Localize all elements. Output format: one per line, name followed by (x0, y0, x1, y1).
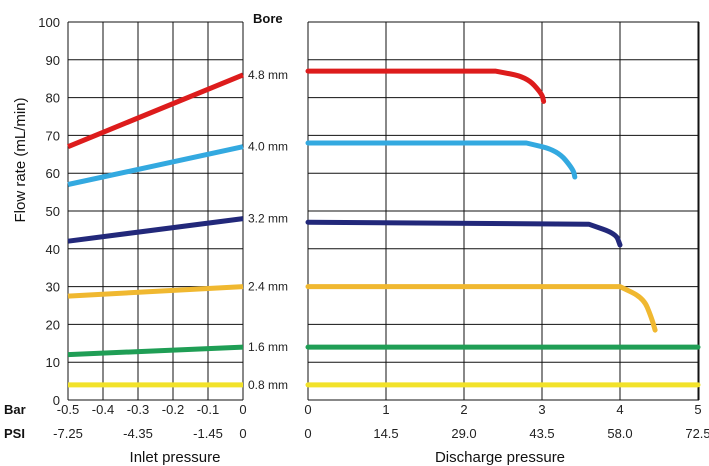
series-line-inlet-2 (67, 216, 244, 244)
inlet-bar-tick: -0.1 (197, 402, 219, 417)
bore-label: 0.8 mm (248, 378, 288, 392)
bore-label-bg (245, 277, 301, 296)
bore-label: 4.8 mm (248, 68, 288, 82)
bore-label: 1.6 mm (248, 340, 288, 354)
bore-label-bg (245, 338, 301, 357)
bore-label: 4.0 mm (248, 140, 288, 154)
y-tick-label: 80 (46, 91, 60, 106)
series-line-discharge-3 (305, 284, 658, 333)
y-tick-label: 60 (46, 166, 60, 181)
discharge-bar-tick: 0 (304, 402, 311, 417)
discharge-bar-tick: 3 (538, 402, 545, 417)
inlet-bar-tick: -0.3 (127, 402, 149, 417)
series-line-inlet-0 (67, 72, 244, 150)
psi-row-label: PSI (4, 426, 25, 441)
inlet-bar-tick: -0.5 (57, 402, 79, 417)
chart-labels: 4.8 mm4.0 mm3.2 mm2.4 mm1.6 mm0.8 mm0102… (38, 15, 709, 441)
inlet-psi-tick: -7.25 (53, 426, 83, 441)
bore-label-bg (245, 65, 301, 84)
discharge-psi-tick: 14.5 (373, 426, 398, 441)
bore-label: 2.4 mm (248, 280, 288, 294)
y-tick-label: 40 (46, 242, 60, 257)
y-tick-label: 30 (46, 280, 60, 295)
discharge-psi-tick: 0 (304, 426, 311, 441)
y-tick-label: 90 (46, 53, 60, 68)
discharge-bar-tick: 2 (460, 402, 467, 417)
series-line-discharge-0 (305, 68, 547, 104)
bore-label: 3.2 mm (248, 212, 288, 226)
bore-header: Bore (253, 11, 283, 26)
discharge-bar-tick: 1 (382, 402, 389, 417)
series-line-discharge-1 (305, 140, 578, 180)
series-line-inlet-1 (67, 144, 244, 187)
inlet-psi-tick: -1.45 (193, 426, 223, 441)
inlet-bar-tick: 0 (239, 402, 246, 417)
inlet-psi-tick: 0 (239, 426, 246, 441)
y-tick-label: 20 (46, 317, 60, 332)
discharge-psi-tick: 58.0 (607, 426, 632, 441)
bore-label-bg (245, 137, 301, 156)
chart-series (67, 68, 701, 388)
y-tick-label: 100 (38, 15, 60, 30)
inlet-bar-tick: -0.4 (92, 402, 114, 417)
bore-label-bg (245, 375, 301, 394)
series-line-inlet-4 (67, 344, 244, 358)
discharge-bar-tick: 5 (694, 402, 701, 417)
y-tick-label: 50 (46, 204, 60, 219)
discharge-psi-tick: 29.0 (451, 426, 476, 441)
discharge-axis-title: Discharge pressure (435, 449, 565, 466)
bar-row-label: Bar (4, 402, 26, 417)
y-axis-title: Flow rate (mL/min) (12, 97, 29, 222)
y-tick-label: 10 (46, 355, 60, 370)
discharge-bar-tick: 4 (616, 402, 623, 417)
inlet-psi-tick: -4.35 (123, 426, 153, 441)
y-tick-label: 0 (53, 393, 60, 408)
discharge-psi-tick: 43.5 (529, 426, 554, 441)
y-tick-label: 70 (46, 128, 60, 143)
bore-label-bg (245, 209, 301, 228)
inlet-bar-tick: -0.2 (162, 402, 184, 417)
discharge-psi-tick: 72.5 (685, 426, 709, 441)
inlet-axis-title: Inlet pressure (130, 449, 221, 466)
series-line-inlet-3 (67, 284, 244, 299)
chart-grid (67, 21, 700, 401)
series-line-discharge-2 (305, 219, 623, 248)
